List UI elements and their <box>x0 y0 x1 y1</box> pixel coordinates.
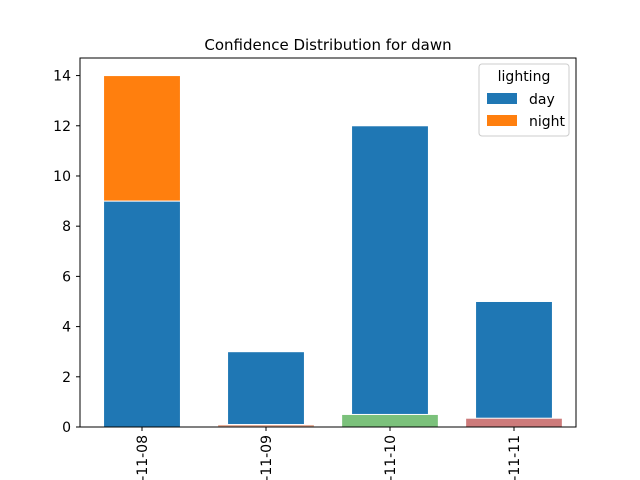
x-tick-label--11-11: -11-11 <box>507 435 523 480</box>
legend-swatch-day <box>487 93 517 104</box>
legend: lighting day night <box>478 63 570 137</box>
legend-swatch-night <box>487 115 517 126</box>
bar-night--11-08 <box>103 75 181 202</box>
y-tick-label-10: 10 <box>53 169 71 185</box>
y-tick-label-8: 8 <box>62 219 71 235</box>
y-tick-label-4: 4 <box>62 320 71 336</box>
y-tick-label-2: 2 <box>62 370 71 386</box>
y-tick-label-0: 0 <box>62 420 71 436</box>
bar-day--11-11 <box>475 300 553 428</box>
axes-frame <box>79 57 577 428</box>
x-tick-label--11-08: -11-08 <box>135 435 151 480</box>
baseline-bar--11-10 <box>341 413 439 428</box>
x-tick-label--11-10: -11-10 <box>383 435 399 480</box>
bar-day--11-09 <box>227 351 305 428</box>
baseline-bar--11-11 <box>465 417 563 428</box>
bar-day--11-10 <box>351 125 429 428</box>
y-tick-label-6: 6 <box>62 269 71 285</box>
y-tick-label-14: 14 <box>53 69 71 85</box>
x-tick-label--11-09: -11-09 <box>259 435 275 480</box>
legend-label-day: day <box>529 92 555 108</box>
legend-label-night: night <box>529 114 566 130</box>
legend-title: lighting <box>498 69 551 85</box>
chart-title: Confidence Distribution for dawn <box>204 36 451 54</box>
y-tick-label-12: 12 <box>53 119 71 135</box>
bar-day--11-08 <box>103 200 181 428</box>
plot-area: 0 2 4 6 8 10 12 14 -11-08 -11-09 -11-10 -11-11 <box>53 57 577 480</box>
